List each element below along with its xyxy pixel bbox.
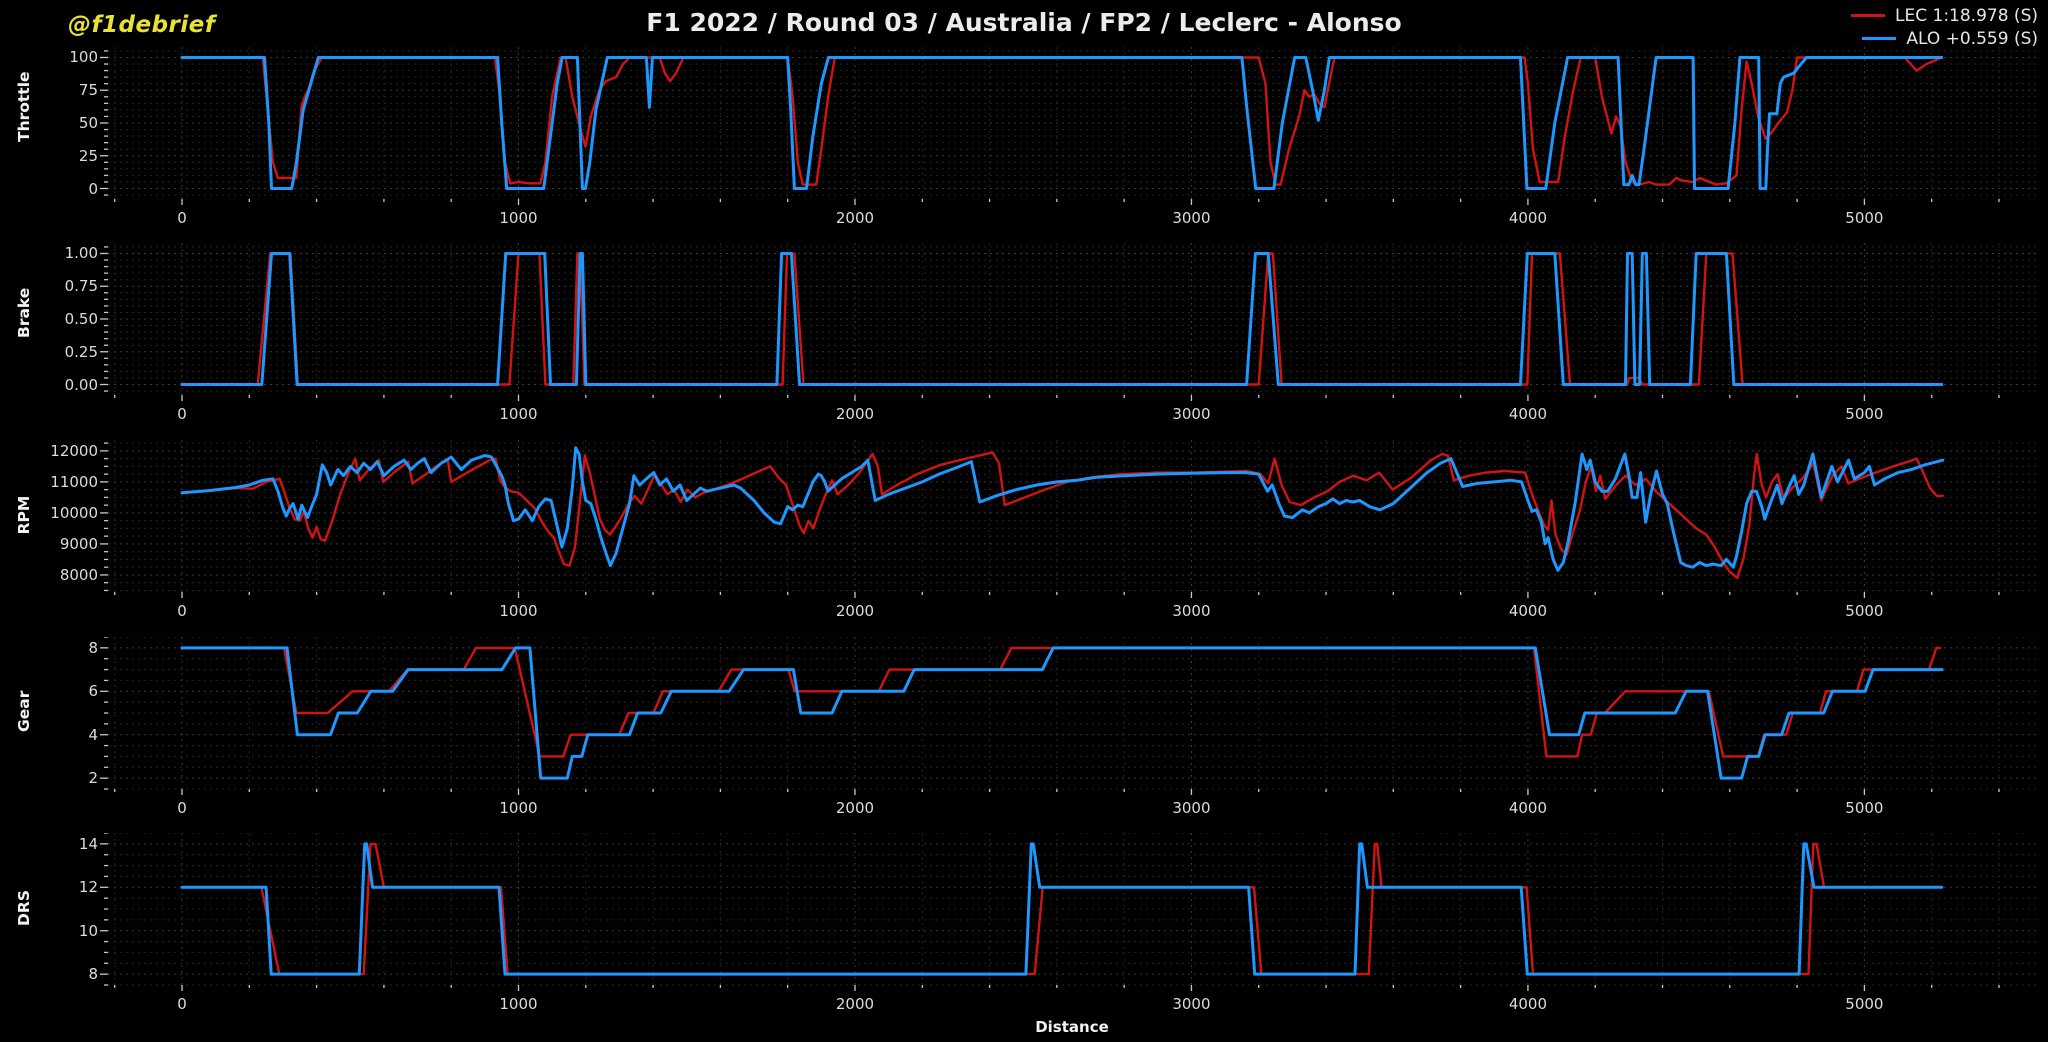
y-axis-label-gear: Gear [15,690,33,732]
y-tick-label: 8000 [59,565,98,584]
legend-row-lec: LEC 1:18.978 (S) [1851,4,2038,27]
x-tick-label: 5000 [1845,405,1884,423]
y-tick-label: 10 [78,921,98,940]
subplot-rpm: RPM 8000 9000 10000 11000 12000 0 1000 2000 3000 4… [0,440,2048,636]
y-tick-label: 100 [69,48,98,67]
x-tick-label: 0 [177,995,187,1013]
y-tick-label: 4 [88,725,98,744]
plot-area-rpm [100,440,2036,598]
y-tick-label: 12000 [50,441,98,460]
plot-area-throttle [100,47,2036,205]
x-tick-label: 1000 [499,799,538,817]
plot-area-drs [100,833,2036,991]
y-tick-label: 2 [88,769,98,788]
x-tick-label: 2000 [835,209,875,227]
x-tick-label: 4000 [1508,209,1548,227]
x-tick-label: 5000 [1845,209,1884,227]
alo-trace-brake [180,252,1944,386]
y-tick-label: 0.50 [64,310,98,328]
x-tick-label: 3000 [1172,799,1211,817]
y-tick-label: 0.00 [64,375,98,394]
y-tick-label: 9000 [59,534,98,553]
alo-trace-gear [180,646,1944,780]
plot-area-gear [100,637,2036,795]
legend-label-lec: LEC 1:18.978 (S) [1895,5,2038,26]
x-tick-label: 5000 [1845,799,1884,817]
x-tick-label: 2000 [835,799,875,817]
y-tick-label: 8 [88,965,98,984]
x-tick-label: 2000 [835,602,875,620]
y-tick-label: 12 [78,878,98,897]
alo-trace-rpm [180,446,1945,572]
x-tick-label: 3000 [1172,995,1211,1013]
x-tick-label: 5000 [1845,995,1884,1013]
alo-trace-drs [180,842,1944,976]
plot-area-brake [100,243,2036,401]
x-tick-label: 4000 [1508,995,1548,1013]
x-tick-label: 1000 [499,995,538,1013]
y-tick-label: 75 [78,81,98,100]
x-axis-label: Distance [1035,1018,1109,1036]
x-tick-label: 1000 [499,602,538,620]
y-tick-label: 11000 [50,472,98,491]
subplot-drs: DRS 8 10 12 14 0 1000 2000 3000 4000 5000 [0,833,2048,1029]
y-axis-label-drs: DRS [15,890,33,926]
y-tick-label: 0.25 [64,342,98,361]
x-tick-label: 2000 [835,405,875,423]
y-tick-label: 0.75 [64,277,98,296]
lec-line-swatch [1851,14,1886,17]
subplot-gear: Gear 2 4 6 8 0 1000 2000 3000 4000 5000 [0,637,2048,833]
x-tick-label: 2000 [835,995,875,1013]
subplot-brake: Brake 0.00 0.25 0.50 0.75 1.00 0 1000 2000 3000 40… [0,243,2048,439]
alo-trace-throttle [180,56,1944,190]
x-tick-label: 4000 [1508,405,1548,423]
y-tick-label: 0 [88,179,98,198]
y-tick-label: 10000 [50,503,98,522]
x-tick-label: 3000 [1172,602,1211,620]
y-tick-label: 25 [78,146,98,165]
y-tick-label: 14 [78,834,98,853]
x-tick-label: 4000 [1508,799,1548,817]
x-tick-label: 3000 [1172,405,1211,423]
watermark: @f1debrief [68,12,216,38]
legend-label-alo: ALO +0.559 (S) [1906,28,2038,49]
x-tick-label: 0 [177,209,187,227]
y-axis-label-brake: Brake [15,287,33,338]
lec-trace-rpm [180,451,1945,580]
y-tick-label: 50 [78,114,98,132]
x-tick-label: 0 [177,799,187,817]
y-tick-label: 8 [88,638,98,657]
y-tick-label: 6 [88,682,98,701]
y-axis-label-throttle: Throttle [15,71,33,142]
y-tick-label: 1.00 [64,244,98,263]
y-axis-label-rpm: RPM [15,495,33,535]
x-tick-label: 1000 [499,209,538,227]
alo-line-swatch [1862,37,1897,40]
x-tick-label: 0 [177,602,187,620]
x-tick-label: 3000 [1172,209,1211,227]
legend: LEC 1:18.978 (S) ALO +0.559 (S) [1851,4,2038,50]
x-tick-label: 4000 [1508,602,1548,620]
x-tick-label: 1000 [499,405,538,423]
x-tick-label: 5000 [1845,602,1884,620]
x-tick-label: 0 [177,405,187,423]
lec-trace-throttle [180,56,1944,186]
page-title: F1 2022 / Round 03 / Australia / FP2 / L… [646,8,1402,37]
legend-row-alo: ALO +0.559 (S) [1851,27,2038,50]
subplot-throttle: Throttle 0 25 50 75 100 0 1000 2000 3000 4000 5000 [0,47,2048,243]
